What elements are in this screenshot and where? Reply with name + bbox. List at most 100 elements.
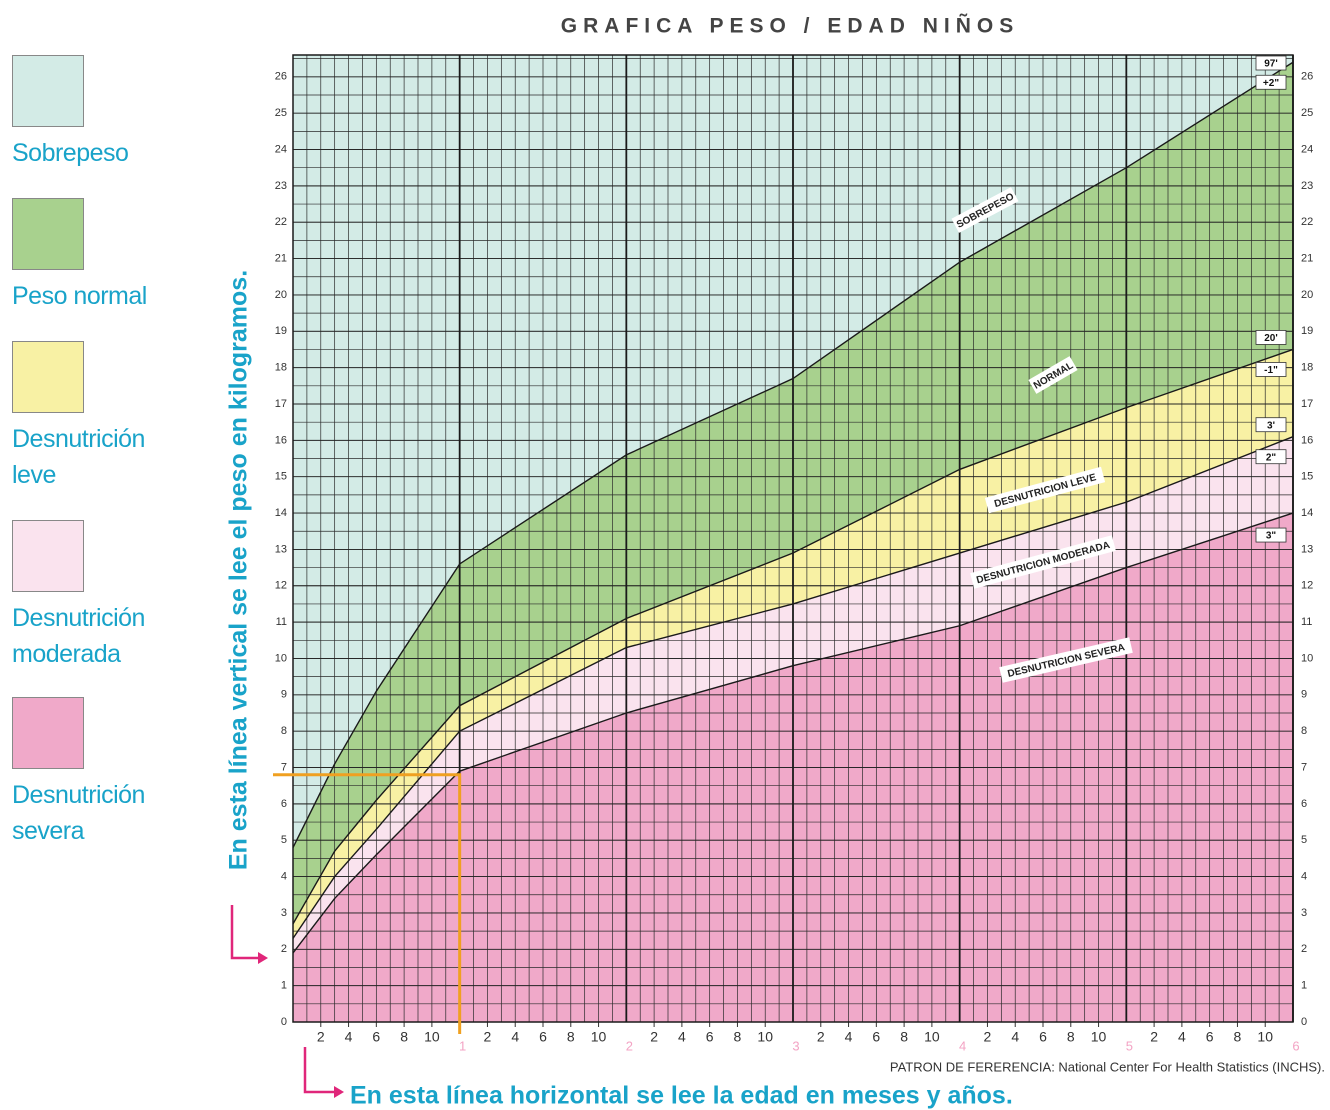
y-note: En esta línea vertical se lee el peso en… — [225, 270, 253, 870]
y-tick-label: 16 — [275, 434, 287, 446]
chart-title: GRAFICA PESO / EDAD NIÑOS — [561, 15, 1019, 38]
x-tick-label: 6 — [539, 1029, 547, 1045]
year-tick-label: 2 — [626, 1038, 633, 1053]
y-tick-label-right: 17 — [1301, 398, 1313, 410]
x-tick-label: 2 — [317, 1029, 325, 1045]
x-tick-label: 4 — [678, 1029, 686, 1045]
boundary-line — [292, 436, 1294, 939]
y-tick-label-right: 25 — [1301, 107, 1313, 119]
x-tick-label: 2 — [984, 1029, 992, 1045]
y-tick-label-right: 16 — [1301, 434, 1313, 446]
x-tick-label: 8 — [1234, 1029, 1242, 1045]
y-tick-label: 13 — [275, 543, 287, 555]
x-tick-label: 2 — [1150, 1029, 1158, 1045]
year-tick-label: 4 — [959, 1038, 966, 1053]
y-tick-label-right: 0 — [1301, 1016, 1307, 1028]
year-tick-label: 5 — [1126, 1038, 1133, 1053]
y-tick-label: 18 — [275, 362, 287, 374]
arrow — [230, 905, 262, 960]
curve-label-box — [1255, 527, 1287, 543]
y-tick-label: 17 — [275, 398, 287, 410]
boundary-line — [292, 61, 1294, 848]
curve-label-box — [1255, 449, 1287, 465]
y-tick-label-right: 15 — [1301, 471, 1313, 483]
y-tick-label: 21 — [275, 252, 287, 264]
year-tick-label: 3 — [792, 1038, 799, 1053]
y-tick-label-right: 2 — [1301, 943, 1307, 955]
y-tick-label-right: 19 — [1301, 325, 1313, 337]
x-tick-label: 6 — [706, 1029, 714, 1045]
x-tick-label: 6 — [1039, 1029, 1047, 1045]
y-tick-label: 19 — [275, 325, 287, 337]
y-tick-label: 8 — [281, 725, 287, 737]
y-tick-label: 10 — [275, 652, 287, 664]
x-tick-label: 10 — [1091, 1029, 1107, 1045]
curve-label: -1" — [1264, 365, 1278, 376]
y-tick-label: 4 — [281, 870, 287, 882]
x-tick-label: 10 — [1257, 1029, 1273, 1045]
band-label-box — [999, 637, 1133, 683]
curve-label: 3' — [1267, 420, 1275, 431]
legend-swatch — [12, 520, 84, 592]
x-tick-label: 10 — [757, 1029, 773, 1045]
legend-label: Desnutrición leve — [12, 425, 145, 489]
band-label-box — [970, 535, 1116, 589]
y-tick-label: 3 — [281, 907, 287, 919]
y-tick-label: 5 — [281, 834, 287, 846]
legend-label: Peso normal — [12, 282, 147, 310]
y-tick-label: 2 — [281, 943, 287, 955]
x-tick-label: 6 — [872, 1029, 880, 1045]
y-tick-label-right: 14 — [1301, 507, 1313, 519]
y-tick-label-right: 22 — [1301, 216, 1313, 228]
legend-swatch — [12, 55, 84, 127]
y-tick-label: 9 — [281, 689, 287, 701]
band-label-box — [1028, 356, 1078, 394]
y-tick-label-right: 4 — [1301, 870, 1307, 882]
x-tick-label: 8 — [900, 1029, 908, 1045]
y-tick-label: 7 — [281, 761, 287, 773]
curve-label-box — [1255, 362, 1287, 377]
y-tick-label-right: 20 — [1301, 289, 1313, 301]
legend-label: Desnutrición severa — [12, 781, 145, 845]
y-tick-label: 26 — [275, 71, 287, 83]
y-tick-label-right: 18 — [1301, 362, 1313, 374]
y-tick-label-right: 3 — [1301, 907, 1307, 919]
y-tick-label: 6 — [281, 798, 287, 810]
y-tick-label: 23 — [275, 180, 287, 192]
x-tick-label: 2 — [817, 1029, 825, 1045]
y-tick-label-right: 13 — [1301, 543, 1313, 555]
arrow-head — [258, 952, 268, 964]
y-tick-label-right: 10 — [1301, 652, 1313, 664]
curve-label: 2" — [1266, 452, 1277, 463]
curve-label: 20' — [1264, 333, 1278, 344]
y-tick-label-right: 1 — [1301, 980, 1307, 992]
y-tick-label-right: 8 — [1301, 725, 1307, 737]
y-tick-label: 11 — [276, 616, 287, 628]
legend-swatch — [12, 198, 84, 270]
y-tick-label: 12 — [275, 580, 287, 592]
source-note: PATRON DE FERERENCIA: National Center Fo… — [890, 1059, 1325, 1074]
x-tick-label: 8 — [1067, 1029, 1075, 1045]
arrow — [303, 1047, 338, 1094]
curve-label: 3" — [1266, 531, 1277, 542]
reference-line — [293, 773, 462, 1034]
y-tick-label: 15 — [275, 471, 287, 483]
x-tick-label: 2 — [484, 1029, 492, 1045]
x-tick-label: 4 — [845, 1029, 853, 1045]
y-tick-label-right: 11 — [1301, 616, 1312, 628]
y-tick-label-right: 9 — [1301, 689, 1307, 701]
y-tick-label-right: 12 — [1301, 580, 1313, 592]
legend-label: Desnutrición moderada — [12, 604, 145, 668]
x-tick-label: 4 — [1178, 1029, 1186, 1045]
curve-label: 97' — [1264, 59, 1278, 70]
year-tick-label: 1 — [459, 1038, 466, 1053]
y-tick-label: 1 — [281, 980, 287, 992]
year-tick-label: 6 — [1292, 1038, 1299, 1053]
y-tick-label-right: 5 — [1301, 834, 1307, 846]
y-tick-label: 20 — [275, 289, 287, 301]
boundary-line — [292, 348, 1294, 925]
y-tick-label: 24 — [275, 143, 287, 155]
x-note: En esta línea horizontal se lee la edad … — [350, 1082, 1013, 1110]
